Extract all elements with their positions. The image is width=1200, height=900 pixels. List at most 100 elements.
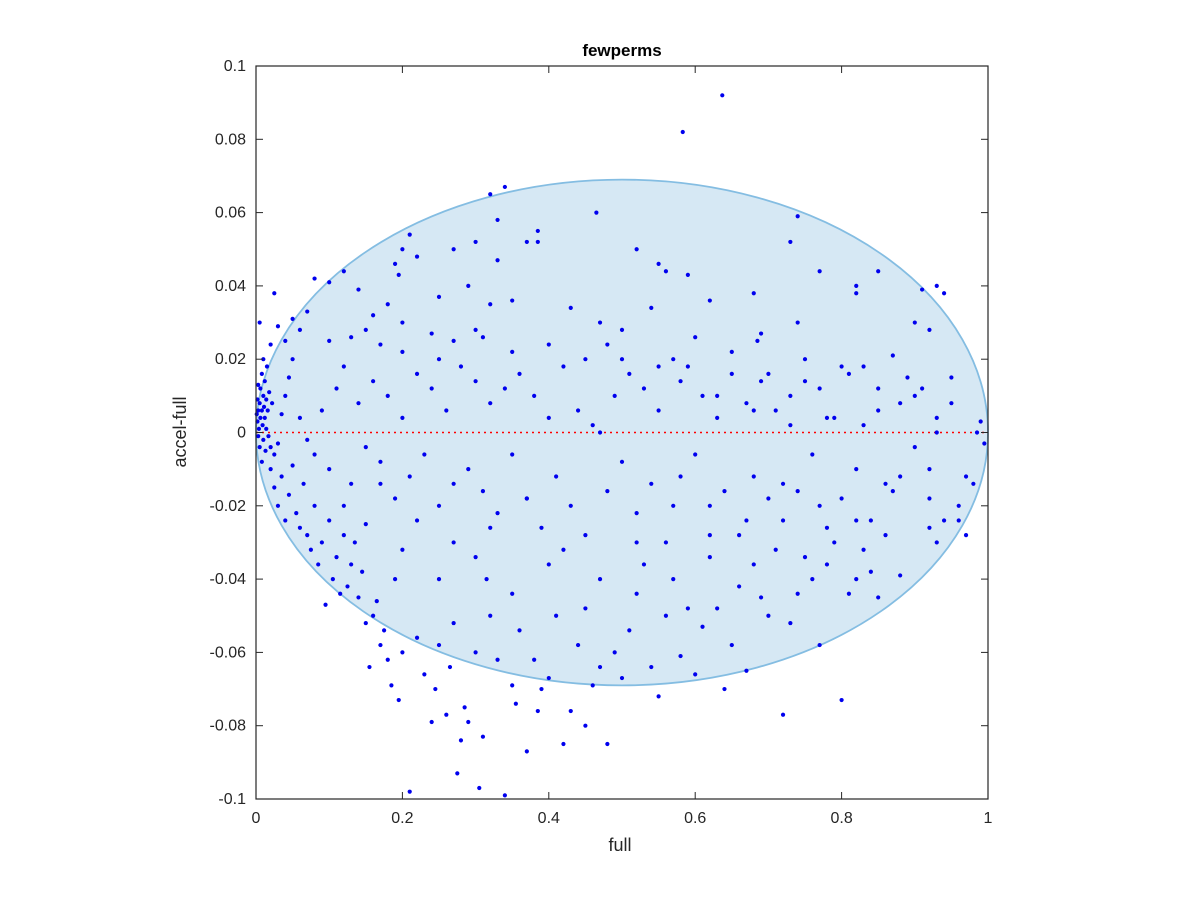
data-point	[414, 254, 420, 259]
y-tick-label: 0.06	[215, 205, 246, 222]
data-point	[912, 393, 917, 398]
data-point	[429, 719, 434, 725]
data-point	[371, 613, 376, 618]
data-point	[345, 584, 350, 589]
data-point	[766, 496, 771, 501]
data-point	[466, 467, 471, 472]
data-point	[649, 481, 654, 486]
data-point	[671, 357, 676, 362]
data-point	[275, 441, 281, 446]
data-point	[934, 430, 939, 435]
data-point	[532, 393, 537, 398]
data-point	[389, 683, 394, 688]
data-point	[575, 642, 581, 648]
chart-title: fewperms	[582, 41, 661, 60]
data-point	[272, 452, 277, 457]
data-point	[627, 371, 632, 376]
y-tick-label: 0.1	[224, 58, 246, 75]
data-point	[290, 316, 295, 321]
data-point	[400, 547, 405, 552]
data-point	[261, 404, 267, 409]
data-point	[883, 481, 888, 486]
data-point	[780, 481, 786, 486]
data-point	[480, 335, 486, 340]
data-point	[583, 533, 588, 538]
data-point	[451, 247, 456, 252]
data-point	[927, 327, 932, 332]
data-point	[258, 386, 263, 391]
data-point	[305, 533, 310, 538]
data-point	[854, 518, 859, 523]
data-point	[590, 683, 595, 688]
data-point	[262, 415, 267, 420]
data-point	[546, 415, 551, 420]
data-point	[283, 393, 288, 398]
data-point	[473, 650, 478, 655]
data-point	[502, 793, 507, 798]
data-point	[744, 518, 749, 523]
data-point	[561, 364, 566, 369]
data-point	[510, 349, 515, 354]
data-point	[656, 261, 661, 267]
data-point	[349, 481, 354, 486]
data-point	[685, 272, 690, 278]
data-point	[371, 379, 376, 384]
data-point	[414, 518, 420, 523]
data-point	[861, 423, 866, 428]
data-point	[824, 415, 830, 420]
data-point	[920, 287, 925, 292]
data-point	[433, 686, 438, 692]
data-point	[832, 540, 837, 545]
data-point	[832, 415, 837, 420]
data-point	[854, 577, 859, 582]
data-point	[444, 408, 449, 413]
data-point	[327, 467, 332, 472]
data-point	[861, 547, 866, 552]
y-axis-label: accel-full	[170, 396, 190, 467]
data-point	[773, 547, 778, 552]
data-point	[261, 393, 266, 398]
data-point	[279, 474, 284, 479]
data-point	[758, 379, 764, 384]
data-point	[561, 547, 566, 552]
x-tick-label: 0.2	[391, 810, 413, 827]
data-point	[261, 357, 266, 362]
data-point	[671, 503, 676, 508]
data-point	[788, 239, 793, 245]
data-point	[436, 503, 442, 508]
data-point	[619, 459, 625, 464]
data-point	[407, 232, 412, 237]
data-point	[802, 379, 808, 384]
data-point	[451, 540, 456, 545]
data-point	[272, 291, 277, 296]
y-tick-label: -0.06	[210, 644, 247, 661]
data-point	[513, 701, 518, 706]
data-point	[876, 386, 881, 391]
data-point	[715, 606, 720, 611]
data-point	[297, 415, 303, 420]
data-point	[495, 511, 500, 516]
data-point	[360, 569, 365, 574]
data-point	[392, 496, 398, 501]
data-point	[583, 606, 588, 611]
data-point	[941, 518, 947, 523]
data-point	[898, 474, 903, 479]
data-point	[729, 349, 734, 354]
data-point	[868, 518, 873, 523]
data-point	[656, 694, 661, 699]
data-point	[693, 335, 698, 340]
data-point	[854, 467, 859, 472]
y-tick-label: -0.02	[210, 498, 247, 515]
data-point	[283, 518, 288, 523]
data-point	[780, 518, 786, 523]
data-point	[341, 533, 346, 538]
data-point	[876, 595, 881, 600]
data-point	[700, 624, 705, 629]
data-point	[594, 210, 599, 215]
data-point	[407, 789, 412, 794]
data-point	[477, 785, 482, 791]
data-point	[414, 371, 420, 376]
data-point	[447, 664, 453, 670]
data-point	[466, 719, 471, 725]
data-point	[583, 723, 588, 728]
